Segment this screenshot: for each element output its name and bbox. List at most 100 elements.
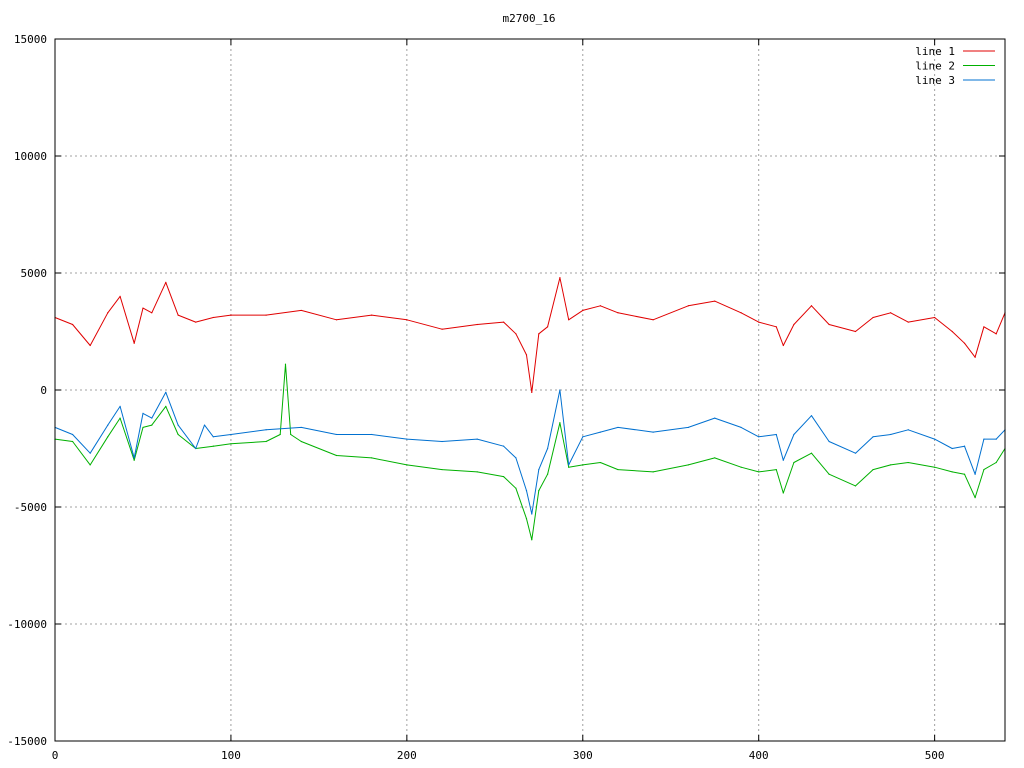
data-point (265, 314, 267, 316)
data-point (568, 466, 570, 468)
data-point (568, 319, 570, 321)
data-point (872, 436, 874, 438)
data-point (441, 328, 443, 330)
data-point (582, 309, 584, 312)
data-point (151, 417, 153, 419)
data-point (107, 312, 109, 314)
data-point (142, 426, 144, 429)
data-point (371, 314, 373, 316)
data-point (963, 473, 966, 475)
data-point (195, 447, 197, 450)
data-point (810, 452, 813, 454)
data-point (740, 312, 742, 314)
data-point (872, 316, 874, 319)
data-point (758, 321, 760, 323)
data-point (203, 424, 206, 426)
data-point (963, 342, 966, 344)
data-point (441, 468, 443, 471)
data-point (515, 487, 517, 489)
data-point (714, 457, 716, 459)
data-point (740, 426, 742, 429)
x-tick-label: 400 (749, 749, 769, 762)
data-point (974, 473, 976, 475)
data-point (89, 344, 91, 347)
y-tick-label: 10000 (14, 150, 47, 163)
data-point (133, 342, 135, 344)
data-point (476, 438, 478, 440)
data-point (758, 471, 760, 473)
data-point (890, 464, 892, 466)
y-tick-label: 5000 (21, 267, 48, 280)
data-point (177, 314, 179, 316)
plot-frame (54, 38, 1006, 742)
data-point (531, 539, 533, 541)
data-point (107, 436, 109, 438)
data-point (983, 438, 985, 440)
data-point (119, 405, 121, 407)
data-point (119, 295, 121, 297)
legend-label: line 2 (915, 60, 955, 73)
grid (55, 39, 1005, 741)
data-point (177, 433, 179, 436)
data-point (290, 433, 292, 436)
data-point (284, 363, 287, 365)
data-point (538, 468, 540, 471)
data-point (71, 433, 74, 436)
data-point (300, 440, 302, 443)
x-tick-label: 100 (221, 749, 241, 762)
data-point (546, 447, 549, 450)
data-point (782, 344, 784, 347)
data-point (230, 443, 232, 445)
data-point (582, 436, 584, 438)
x-axis: 0 100 200 300 400 500 (52, 39, 945, 762)
data-point (71, 440, 74, 443)
data-point (740, 466, 742, 468)
data-point (151, 312, 153, 314)
data-point (599, 431, 601, 433)
data-point (559, 422, 561, 424)
data-point (525, 490, 528, 492)
data-point (907, 461, 909, 464)
data-point (793, 323, 795, 326)
data-point (71, 323, 74, 326)
data-point (559, 389, 561, 391)
y-tick-label: -15000 (7, 735, 47, 748)
data-point (195, 321, 197, 323)
legend-label: line 3 (915, 74, 955, 87)
x-tick-label: 0 (52, 749, 59, 762)
data-point (142, 412, 144, 414)
data-point (538, 333, 540, 335)
data-point (406, 319, 408, 321)
data-point (406, 438, 408, 440)
data-point (793, 433, 795, 436)
data-point (531, 391, 533, 393)
data-point (371, 433, 373, 436)
data-point (133, 457, 135, 459)
data-point (546, 326, 549, 328)
data-point (617, 426, 619, 429)
chart-title: m2700_16 (503, 12, 556, 25)
data-point (995, 438, 997, 440)
data-point (828, 323, 830, 326)
data-point (890, 433, 892, 436)
data-point (503, 321, 505, 323)
data-point (582, 464, 584, 466)
series-group (54, 277, 1006, 541)
data-point (775, 326, 777, 328)
data-point (714, 417, 716, 419)
x-tick-label: 300 (573, 749, 593, 762)
data-point (525, 518, 528, 520)
data-point (546, 473, 549, 475)
data-point (687, 305, 689, 307)
data-point (934, 316, 936, 319)
data-point (687, 464, 689, 466)
data-point (165, 281, 167, 283)
data-point (107, 424, 109, 426)
data-point (599, 305, 601, 307)
data-point (230, 433, 232, 436)
data-point (934, 438, 936, 440)
data-point (335, 319, 338, 321)
y-axis: -15000 -10000 -5000 0 5000 10000 15000 (7, 33, 1005, 748)
